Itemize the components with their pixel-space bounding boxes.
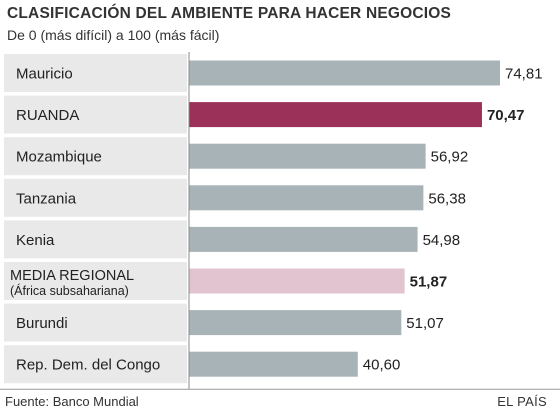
category-band (4, 178, 187, 217)
category-label: Burundi (16, 315, 68, 332)
category-label: RUANDA (16, 107, 79, 124)
category-band (4, 345, 187, 384)
bar (189, 226, 418, 252)
category-label: Tanzania (16, 190, 77, 207)
value-label: 54,98 (423, 232, 461, 249)
value-label: 74,81 (505, 66, 543, 83)
category-label: Mauricio (16, 66, 73, 83)
category-label: MEDIA REGIONAL (10, 268, 134, 284)
category-label: Kenia (16, 232, 55, 249)
value-label: 40,60 (363, 357, 401, 374)
publisher-label: EL PAÍS (497, 394, 547, 409)
bar (189, 268, 405, 294)
bar (189, 102, 482, 128)
value-label: 51,87 (410, 274, 448, 291)
bar (189, 185, 424, 211)
category-band (4, 137, 187, 176)
bar (189, 351, 358, 377)
category-sublabel: (África subsahariana) (10, 283, 129, 298)
chart-subtitle: De 0 (más difícil) a 100 (más fácil) (7, 27, 220, 43)
source-label: Fuente: Banco Mundial (5, 394, 139, 409)
category-band (4, 262, 187, 300)
bar (189, 143, 426, 169)
category-band (4, 54, 187, 92)
category-band (4, 220, 187, 259)
value-label: 70,47 (487, 107, 525, 124)
category-label: Mozambique (16, 149, 102, 166)
category-band (4, 95, 187, 134)
value-label: 56,38 (428, 190, 466, 207)
value-label: 56,92 (431, 149, 469, 166)
value-label: 51,07 (406, 315, 444, 332)
bar (189, 60, 500, 86)
category-band (4, 303, 187, 342)
category-label: Rep. Dem. del Congo (16, 357, 160, 374)
bar (189, 310, 402, 336)
chart-title: CLASIFICACIÓN DEL AMBIENTE PARA HACER NE… (7, 5, 452, 22)
